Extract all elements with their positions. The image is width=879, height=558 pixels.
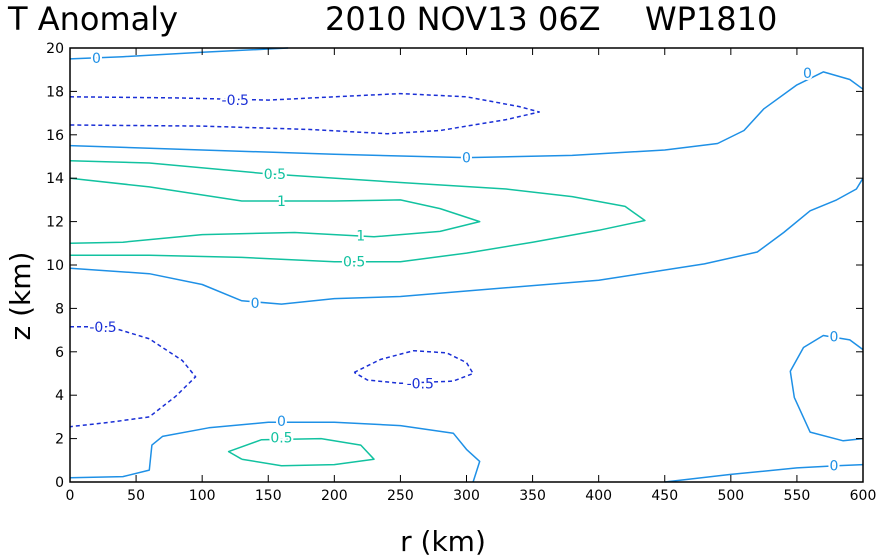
contour-label-0: 0	[92, 51, 101, 67]
contour-line-4	[69, 177, 481, 245]
contour-label-12: 0	[277, 414, 286, 430]
contour-line-8	[789, 334, 864, 442]
x-axis-ticks: 0 50 100 150 200 250 300 350 400 450 500 550 600	[66, 48, 877, 504]
contour-label-9: -0.5	[89, 320, 116, 336]
x-tick-label-11: 550	[784, 488, 811, 504]
y-tick-label-8: 16	[46, 128, 64, 144]
plot-frame	[69, 47, 864, 483]
contour-layer	[69, 47, 864, 483]
chart-storm-id: WP1810	[645, 0, 777, 38]
x-tick-label-0: 0	[66, 488, 75, 504]
chart-date: 2010 NOV13 06Z	[325, 0, 601, 38]
y-tick-label-2: 4	[55, 388, 64, 404]
y-axis-label: z (km)	[4, 252, 37, 341]
contour-label-4: 0.5	[264, 167, 286, 183]
contour-label-5: 1	[277, 194, 286, 210]
contour-line-11	[664, 463, 864, 483]
contour-label-14: 0	[829, 459, 838, 475]
contour-line-9	[69, 421, 481, 483]
contour-line-3	[69, 160, 646, 263]
contour-label-13: 0.5	[270, 431, 292, 447]
y-tick-label-5: 10	[46, 258, 64, 274]
chart-title: T Anomaly	[7, 0, 178, 38]
x-tick-label-6: 300	[453, 488, 480, 504]
y-tick-label-6: 12	[46, 215, 64, 231]
x-tick-label-12: 600	[850, 488, 877, 504]
contour-line-2	[69, 71, 864, 159]
x-tick-label-4: 200	[321, 488, 348, 504]
y-tick-label-0: 0	[55, 475, 64, 491]
x-tick-label-9: 450	[651, 488, 678, 504]
x-tick-label-7: 350	[519, 488, 546, 504]
contour-label-3: 0	[803, 66, 812, 82]
contour-line-6	[69, 326, 197, 428]
contour-label-6: 1	[356, 229, 365, 245]
y-tick-label-7: 14	[46, 171, 64, 187]
x-axis-label: r (km)	[400, 525, 486, 558]
contour-label-10: -0.5	[407, 376, 434, 392]
y-tick-label-1: 2	[55, 432, 64, 448]
x-tick-label-8: 400	[585, 488, 612, 504]
y-tick-label-10: 20	[46, 41, 64, 57]
x-tick-label-10: 500	[717, 488, 744, 504]
y-tick-label-4: 8	[55, 301, 64, 317]
y-tick-label-9: 18	[46, 84, 64, 100]
contour-label-8: 0	[251, 296, 260, 312]
contour-label-11: 0	[829, 330, 838, 346]
contour-line-0	[69, 47, 289, 60]
x-tick-label-1: 50	[127, 488, 145, 504]
contour-line-5	[69, 177, 864, 305]
contour-label-7: 0.5	[343, 255, 365, 271]
x-tick-label-5: 250	[387, 488, 414, 504]
y-tick-label-3: 6	[55, 345, 64, 361]
contour-label-2: 0	[462, 151, 471, 167]
contour-label-1: -0.5	[222, 93, 249, 109]
contour-line-10	[227, 437, 375, 467]
x-tick-label-3: 150	[255, 488, 282, 504]
x-tick-label-2: 100	[189, 488, 216, 504]
contour-line-1	[69, 92, 540, 135]
